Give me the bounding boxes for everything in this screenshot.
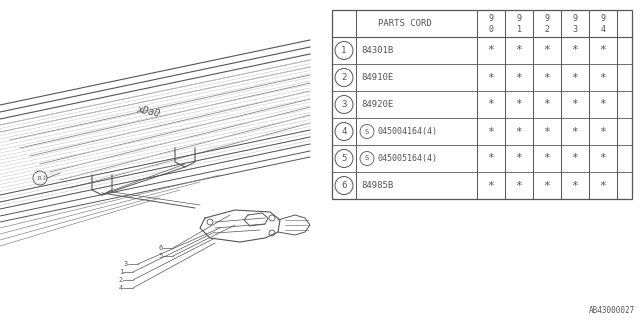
Text: *: *: [516, 126, 522, 137]
Bar: [332, 10, 632, 199]
Text: *: *: [488, 180, 494, 190]
Text: xDa0: xDa0: [136, 105, 161, 119]
Text: 2: 2: [341, 73, 347, 82]
Text: *: *: [600, 100, 606, 109]
Text: PARTS CORD: PARTS CORD: [378, 19, 431, 28]
Text: *: *: [516, 154, 522, 164]
Text: *: *: [600, 180, 606, 190]
Text: R: R: [37, 175, 41, 180]
Text: 2: 2: [545, 25, 550, 34]
Text: 6: 6: [341, 181, 347, 190]
Text: 1: 1: [341, 46, 347, 55]
Text: 4: 4: [119, 285, 123, 291]
Text: 045004164(4): 045004164(4): [377, 127, 437, 136]
Text: 3: 3: [341, 100, 347, 109]
Text: *: *: [572, 154, 579, 164]
Text: 9: 9: [516, 13, 522, 23]
Text: *: *: [516, 45, 522, 55]
Text: *: *: [488, 45, 494, 55]
Text: *: *: [572, 180, 579, 190]
Text: *: *: [572, 100, 579, 109]
Text: 84920E: 84920E: [361, 100, 393, 109]
Text: 1: 1: [516, 25, 522, 34]
Text: S: S: [365, 156, 369, 162]
Text: 84985B: 84985B: [361, 181, 393, 190]
Text: 0: 0: [488, 25, 493, 34]
Text: *: *: [600, 45, 606, 55]
Text: *: *: [572, 73, 579, 83]
Text: 9: 9: [545, 13, 550, 23]
Text: 4: 4: [600, 25, 605, 34]
Text: 1: 1: [119, 269, 123, 275]
Text: AB43000027: AB43000027: [589, 306, 635, 315]
Text: *: *: [572, 45, 579, 55]
Text: *: *: [600, 73, 606, 83]
Text: *: *: [543, 180, 550, 190]
Text: S: S: [365, 129, 369, 134]
Text: *: *: [543, 154, 550, 164]
Text: 9: 9: [488, 13, 493, 23]
Text: 4: 4: [341, 127, 347, 136]
Text: 3: 3: [573, 25, 577, 34]
Text: *: *: [543, 126, 550, 137]
Text: *: *: [488, 154, 494, 164]
Text: 3: 3: [124, 261, 128, 267]
Text: *: *: [572, 126, 579, 137]
Text: 5: 5: [159, 253, 163, 259]
Text: 5: 5: [341, 154, 347, 163]
Text: *: *: [488, 100, 494, 109]
Text: *: *: [516, 180, 522, 190]
Text: *: *: [600, 126, 606, 137]
Text: 84301B: 84301B: [361, 46, 393, 55]
Text: 2: 2: [43, 177, 45, 181]
Text: 045005164(4): 045005164(4): [377, 154, 437, 163]
Text: *: *: [516, 100, 522, 109]
Text: *: *: [543, 45, 550, 55]
Text: *: *: [488, 126, 494, 137]
Text: *: *: [600, 154, 606, 164]
Text: 2: 2: [119, 277, 123, 283]
Text: *: *: [543, 73, 550, 83]
Text: *: *: [488, 73, 494, 83]
Text: 6: 6: [159, 245, 163, 251]
Text: *: *: [516, 73, 522, 83]
Text: 9: 9: [573, 13, 577, 23]
Text: *: *: [543, 100, 550, 109]
Text: 9: 9: [600, 13, 605, 23]
Text: 84910E: 84910E: [361, 73, 393, 82]
